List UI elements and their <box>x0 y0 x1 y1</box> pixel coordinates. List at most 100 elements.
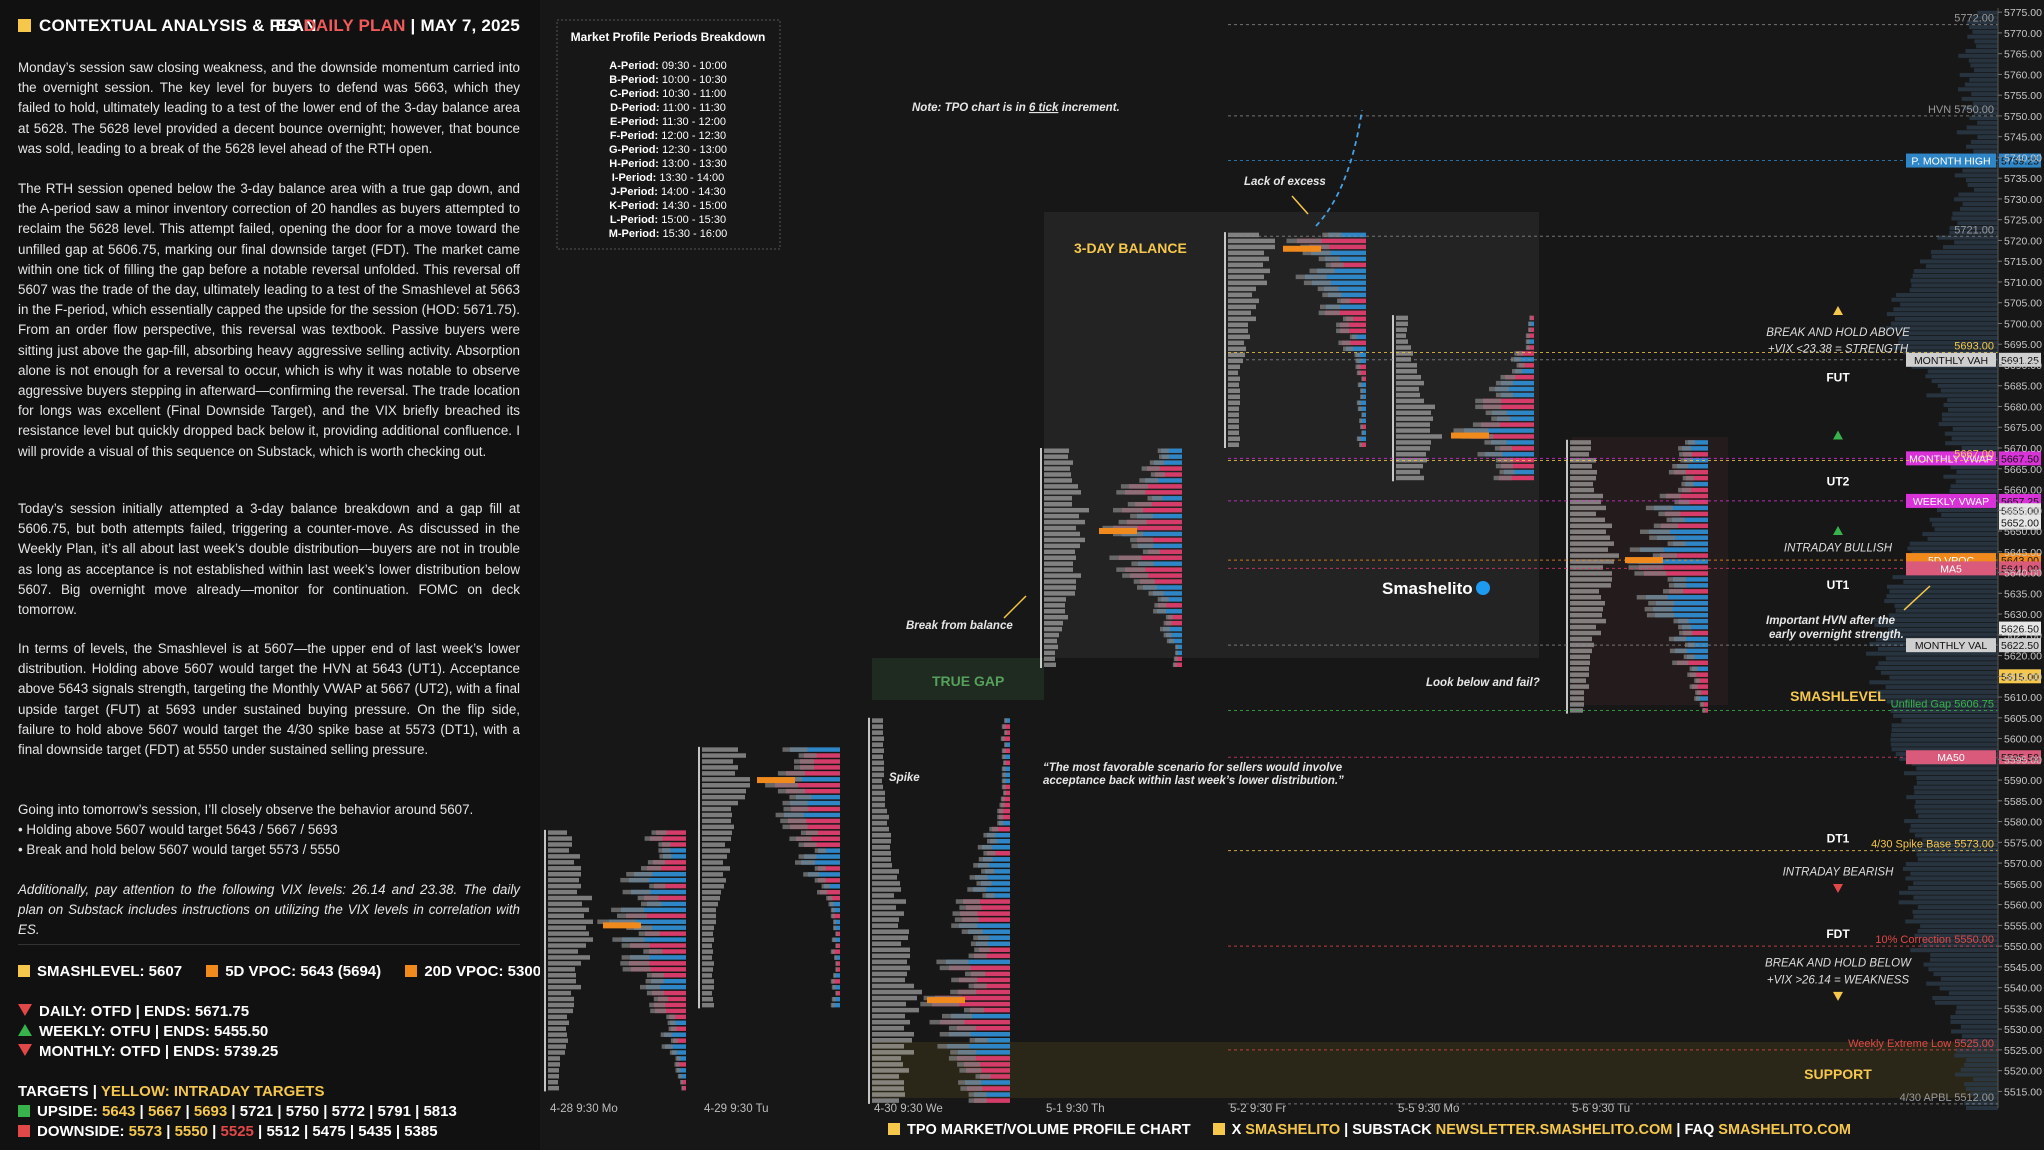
volume-bar <box>1342 340 1366 346</box>
composite-profile-bar <box>1947 398 1998 403</box>
composite-profile-bar <box>1898 900 1998 905</box>
volume-bar <box>949 965 1010 971</box>
volume-bar <box>1145 478 1182 483</box>
composite-profile-bar <box>1913 269 1998 274</box>
volume-bar <box>832 1002 840 1008</box>
tpo-letters <box>548 1008 573 1014</box>
profile-value-area <box>1679 452 1693 457</box>
periods-box <box>556 19 781 250</box>
tpo-letters <box>702 943 712 948</box>
profile-value-area <box>1475 398 1502 404</box>
up-triangle-icon <box>1833 306 1843 316</box>
profile-value-area <box>1356 370 1361 376</box>
tpo-letters <box>1396 374 1421 380</box>
composite-profile-bar <box>1891 297 1998 302</box>
composite-profile-bar <box>1950 1015 1998 1020</box>
level-label: 4/30 Spike Base 5573.00 <box>1871 839 1994 851</box>
volume-bar <box>1297 238 1366 244</box>
tpo-letters <box>872 826 889 832</box>
volume-bar <box>801 860 840 865</box>
composite-profile-bar <box>1936 508 1998 513</box>
volume-bar <box>1639 565 1708 570</box>
tpo-letters <box>1570 529 1606 534</box>
volume-bar <box>651 978 686 984</box>
volume-bar <box>1341 298 1366 304</box>
composite-profile-bar <box>1876 689 1998 694</box>
profile-value-area <box>1302 250 1331 256</box>
tpo-letters <box>1044 603 1065 608</box>
composite-profile-bar <box>1937 235 1998 240</box>
volume-bar <box>836 991 840 996</box>
tpo-letters <box>1228 268 1270 274</box>
target-value: 5750 <box>285 1103 320 1120</box>
profile-value-area <box>1687 672 1697 677</box>
volume-bar <box>970 1007 1010 1013</box>
level-name: MONTHLY VAH <box>1914 355 1988 367</box>
tpo-letters <box>548 1080 558 1085</box>
tpo-letters <box>1228 262 1263 268</box>
volume-bar <box>790 824 840 830</box>
annotation-true-gap: TRUE GAP <box>932 673 1004 689</box>
volume-bar <box>1701 702 1708 707</box>
profile-value-area <box>965 971 985 977</box>
profile-value-area <box>937 1044 970 1049</box>
volume-bar <box>806 830 840 836</box>
tpo-letters <box>1228 382 1239 388</box>
tpo-letters <box>548 990 571 996</box>
level-name-box <box>1906 561 1996 576</box>
y-tick-label: 5635.00 <box>2004 588 2042 600</box>
profile-value-area <box>1001 724 1006 729</box>
profile-value-area <box>1472 422 1500 427</box>
volume-bar <box>1491 440 1534 445</box>
tpo-letters <box>1570 702 1584 707</box>
composite-profile-bar <box>1931 254 1998 259</box>
volume-bar <box>1325 310 1366 316</box>
composite-profile-bar <box>1891 732 1998 737</box>
y-tick-label: 5765.00 <box>2004 49 2042 61</box>
volume-bar <box>672 1050 686 1055</box>
volume-bar <box>1305 274 1366 280</box>
tpo-letters <box>548 1044 566 1049</box>
tpo-letters <box>548 919 593 924</box>
profile-value-area <box>1360 388 1364 394</box>
volume-bar <box>681 1080 686 1085</box>
composite-profile-bar <box>1960 206 1998 211</box>
profile-value-area <box>1678 446 1692 451</box>
profile-value-area <box>1338 340 1351 346</box>
tpo-letters <box>1570 553 1619 558</box>
tpo-letters <box>702 895 720 901</box>
profile-value-area <box>1529 315 1532 321</box>
profile-value-area <box>1116 567 1146 572</box>
tpo-letters <box>1570 481 1593 487</box>
profile-value-area <box>1354 352 1360 358</box>
price-box <box>1999 503 2041 518</box>
tpo-letters <box>1044 525 1076 531</box>
tpo-letters <box>702 759 733 764</box>
tpo-letters <box>1044 561 1073 566</box>
volume-bar <box>1692 666 1708 671</box>
price-box-value: 5626.50 <box>2001 624 2039 636</box>
profile-value-area <box>668 1026 677 1031</box>
y-tick-label: 5770.00 <box>2004 28 2042 40</box>
volume-bar <box>1685 481 1708 487</box>
price-box-value: 5667.50 <box>2001 453 2039 465</box>
tpo-letters <box>702 765 738 770</box>
bullet-1: • Holding above 5607 would target 5643 /… <box>18 822 338 837</box>
tpo-letters <box>1044 466 1070 471</box>
zone-label-break_below: BREAK AND HOLD BELOW <box>1765 958 1912 970</box>
profile-value-area <box>1673 618 1689 624</box>
profile-value-area <box>1681 481 1694 487</box>
zone-label-ut1: UT1 <box>1827 578 1850 592</box>
target-value: 5667 <box>147 1103 182 1120</box>
paragraph-3: Today’s session initially attempted a 3-… <box>18 501 520 618</box>
profile-value-area <box>968 983 987 989</box>
stat-row-levels: SMASHLEVEL: 5607 5D VPOC: 5643 (5694) 20… <box>18 963 541 980</box>
price-box <box>1999 561 2041 576</box>
tpo-letters <box>872 875 897 880</box>
profile-value-area <box>1130 513 1154 519</box>
profile-value-area <box>974 947 991 953</box>
volume-bar <box>958 1050 1010 1055</box>
tpo-letters <box>872 1098 899 1103</box>
composite-profile-bar <box>1892 575 1998 580</box>
profile-value-area <box>1477 452 1503 457</box>
